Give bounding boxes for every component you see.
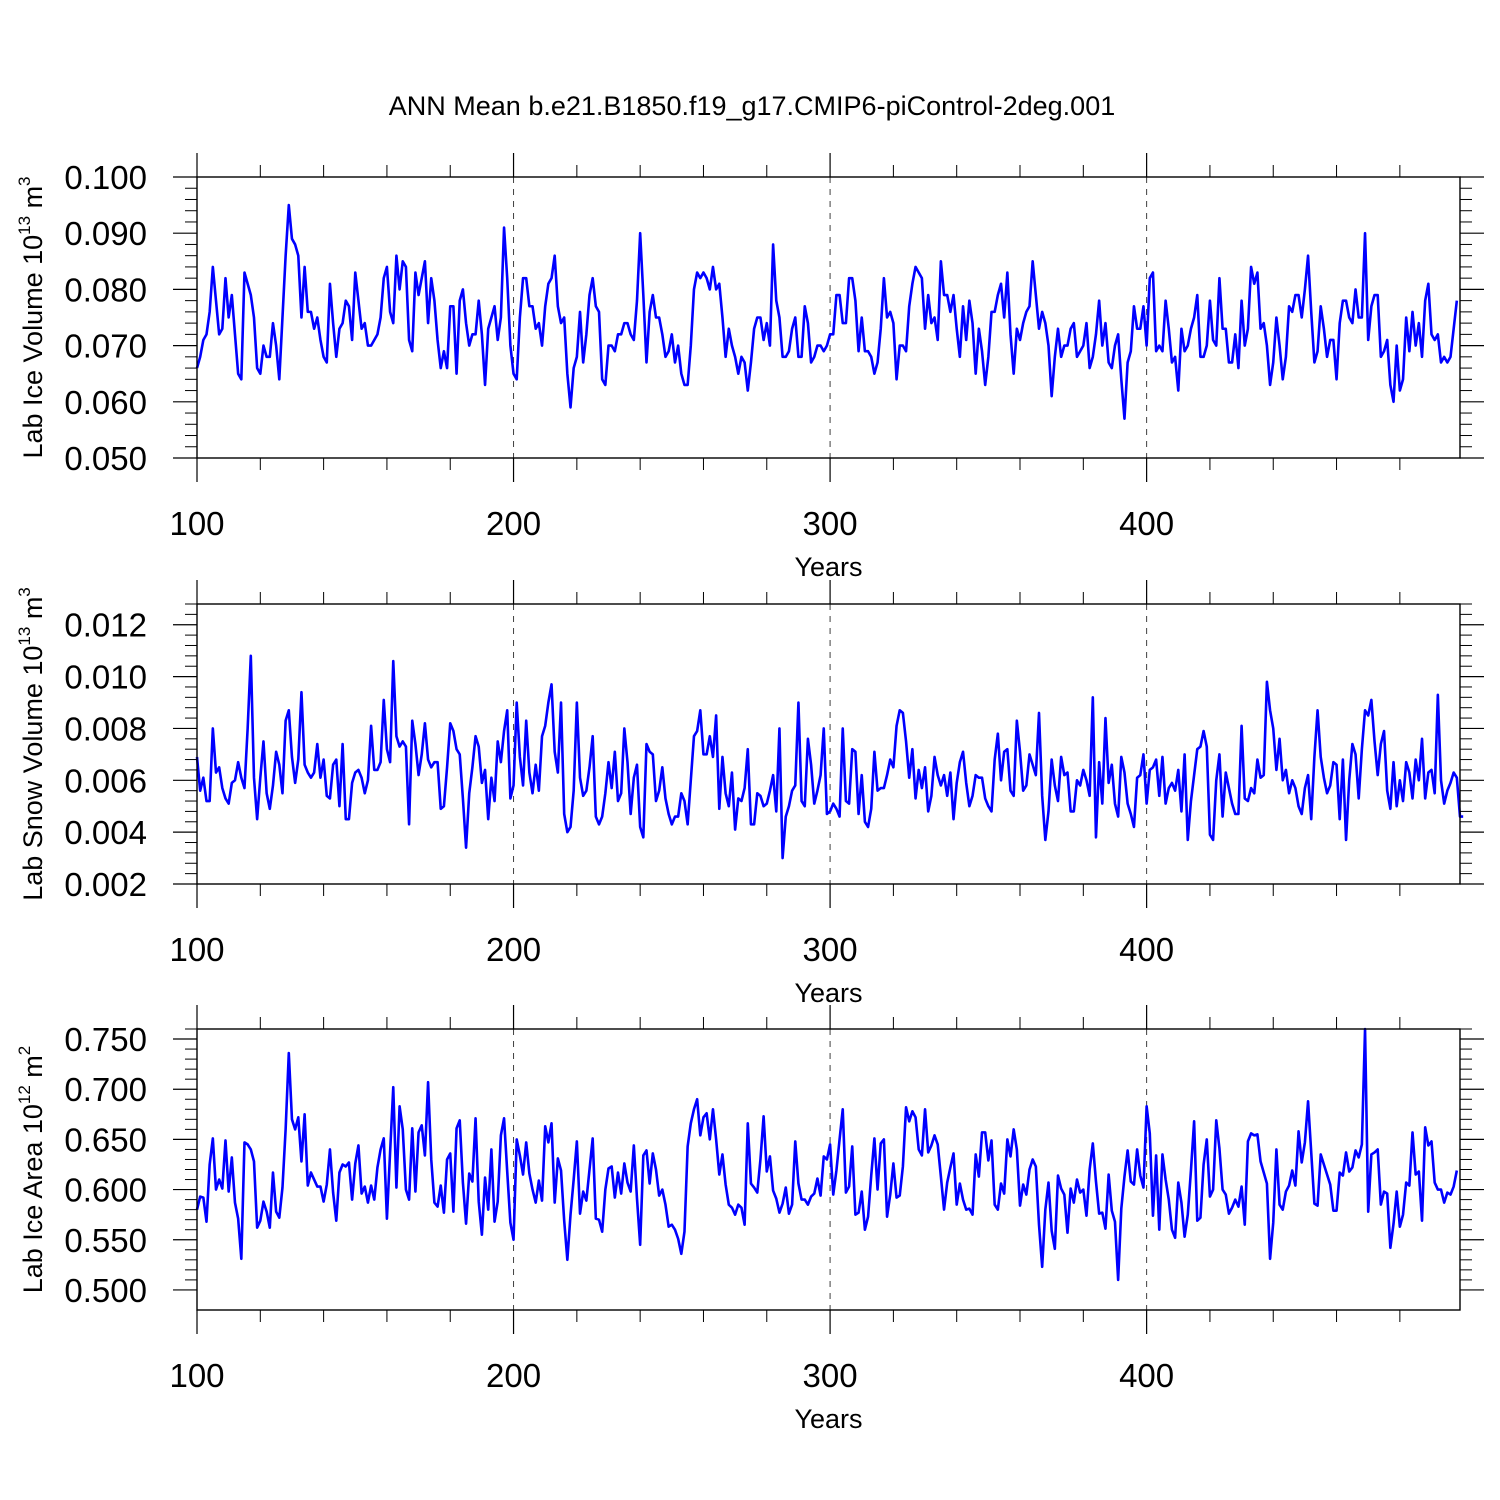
y-tick-label: 0.006: [64, 762, 147, 799]
series-line: [195, 654, 1464, 860]
y-tick-label: 0.008: [64, 710, 147, 747]
x-tick-label: 400: [1119, 1357, 1174, 1394]
panels: 100 200 300 400 0.050 0.060 0.070 0.080 0.090 0.1…: [15, 153, 1484, 1434]
y-tick-label: 0.650: [64, 1121, 147, 1158]
y-tick-label: 0.600: [64, 1172, 147, 1209]
y-tick-label: 0.550: [64, 1222, 147, 1259]
y-tick-label: 0.090: [64, 215, 147, 252]
x-tick-label: 100: [169, 1357, 224, 1394]
y-tick-label: 0.500: [64, 1272, 147, 1309]
x-axis-label: Years: [794, 552, 862, 582]
x-axis-label: Years: [794, 1404, 862, 1434]
y-axis-label: Lab Snow Volume 1013 m3: [15, 587, 48, 901]
series-line: [195, 1027, 1459, 1282]
y-tick-label: 0.070: [64, 328, 147, 365]
y-tick-label: 0.100: [64, 159, 147, 196]
x-tick-label: 400: [1119, 505, 1174, 542]
y-tick-label: 0.700: [64, 1071, 147, 1108]
panel-3: 100 200 300 400 0.500 0.550 0.600 0.650 0.700 0.7…: [15, 1005, 1484, 1434]
plot-frame: [196, 603, 1461, 885]
y-tick-label: 0.012: [64, 607, 147, 644]
y-tick-label: 0.750: [64, 1021, 147, 1058]
y-tick-label: 0.010: [64, 659, 147, 696]
x-tick-label: 300: [803, 931, 858, 968]
plot-frame: [196, 176, 1461, 459]
x-tick-label: 300: [803, 1357, 858, 1394]
y-tick-label: 0.080: [64, 271, 147, 308]
y-tick-label: 0.050: [64, 440, 147, 477]
series-line: [195, 203, 1459, 420]
y-tick-label: 0.002: [64, 866, 147, 903]
chart-title: ANN Mean b.e21.B1850.f19_g17.CMIP6-piCon…: [389, 91, 1115, 121]
y-axis-label: Lab Ice Volume 1013 m3: [15, 176, 48, 458]
x-tick-label: 300: [803, 505, 858, 542]
x-tick-label: 200: [486, 1357, 541, 1394]
y-axis-label: Lab Ice Area 1012 m2: [15, 1046, 48, 1294]
x-tick-label: 100: [169, 931, 224, 968]
x-tick-label: 100: [169, 505, 224, 542]
x-axis-label: Years: [794, 978, 862, 1008]
x-tick-label: 200: [486, 505, 541, 542]
x-tick-label: 200: [486, 931, 541, 968]
panel-2: 100 200 300 400 0.002 0.004 0.006 0.008 0.010 0.0…: [15, 580, 1484, 1008]
x-tick-label: 400: [1119, 931, 1174, 968]
plot-frame: [196, 1028, 1461, 1311]
panel-1: 100 200 300 400 0.050 0.060 0.070 0.080 0.090 0.1…: [15, 153, 1484, 582]
y-tick-label: 0.004: [64, 814, 147, 851]
y-tick-label: 0.060: [64, 384, 147, 421]
